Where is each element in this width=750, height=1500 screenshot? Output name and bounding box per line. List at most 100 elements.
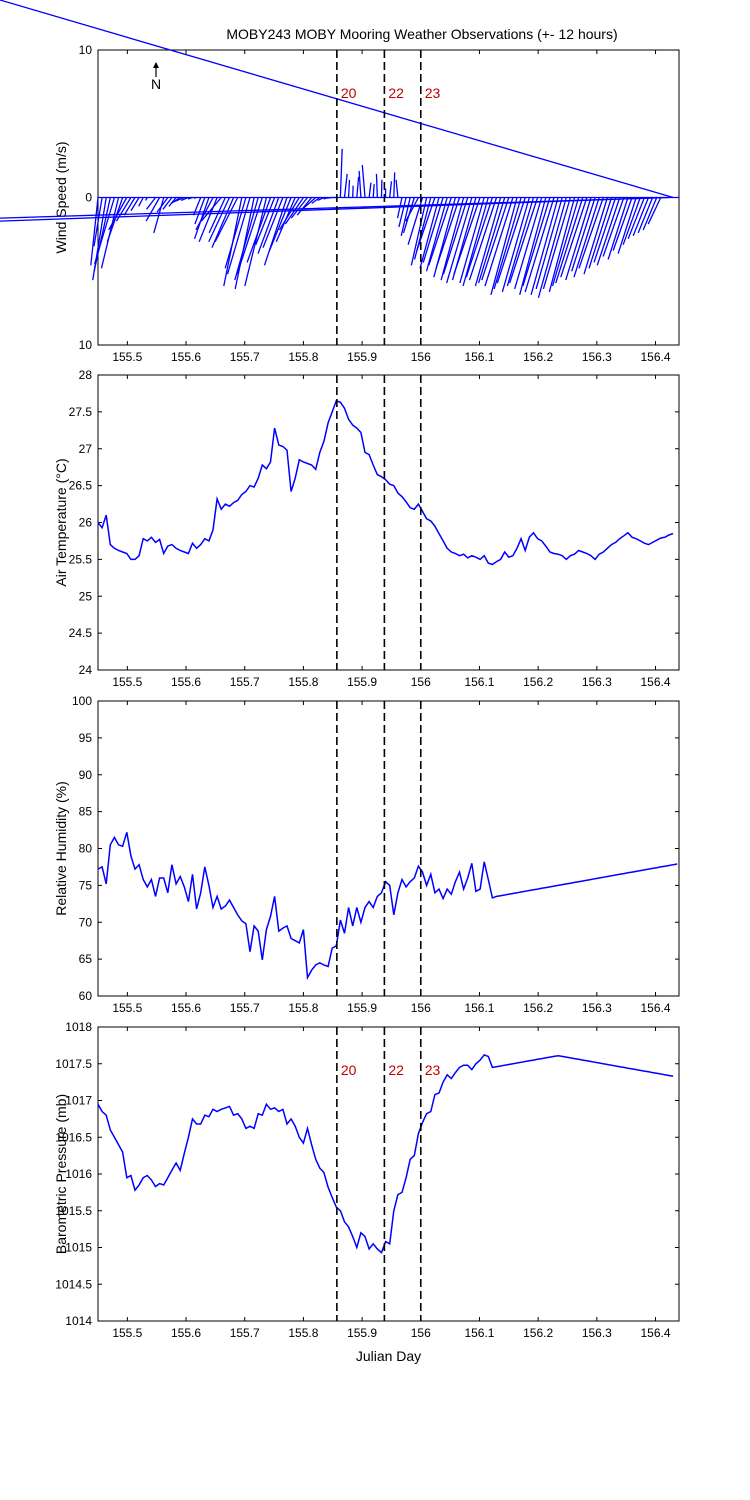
wind-vector (583, 197, 609, 275)
wind-vector (578, 197, 604, 269)
y-tick-label: 1015 (65, 1241, 92, 1255)
wind-vector (632, 197, 650, 237)
wind-vector (548, 197, 576, 293)
wind-vector (453, 197, 481, 275)
y-tick-label: 25.5 (69, 552, 93, 566)
x-tick-label: 156.1 (464, 675, 494, 689)
wind-vector (542, 197, 572, 290)
wind-vector (490, 197, 518, 296)
wind-vector (162, 197, 173, 210)
wind-vector (396, 197, 403, 219)
wind-vector (565, 197, 592, 281)
wind-vector (356, 176, 360, 198)
wind-vector (393, 172, 396, 198)
wind-vector (428, 197, 452, 266)
wind-vector (94, 197, 116, 265)
figure-title: MOBY243 MOBY Mooring Weather Observation… (226, 26, 617, 42)
x-tick-label: 155.7 (230, 350, 260, 364)
wind-vector (442, 197, 469, 275)
x-tick-label: 155.6 (171, 675, 201, 689)
y-tick-label: 70 (79, 915, 93, 929)
x-tick-label: 155.7 (230, 1326, 260, 1340)
wind-vector (180, 196, 189, 202)
x-tick-label: 155.6 (171, 1326, 201, 1340)
y-tick-label: 1018 (65, 1020, 92, 1034)
y-tick-label: 1014 (65, 1314, 92, 1328)
x-tick-label: 156.3 (582, 1326, 612, 1340)
wind-vector (301, 197, 317, 210)
x-tick-label: 155.9 (347, 675, 377, 689)
wind-vector (339, 148, 343, 198)
panel-1: 155.5 155.6 155.7 155.8 155.9 156 156.1 156.2 15… (0, 0, 680, 364)
wind-vector (278, 197, 300, 231)
wind-vector (130, 197, 140, 212)
y-axis-label: Air Temperature (°C) (53, 458, 69, 586)
wind-vector (530, 197, 559, 296)
wind-vector (459, 197, 485, 284)
north-arrow-icon (153, 62, 159, 68)
wind-vector (255, 197, 276, 245)
wind-vector (368, 182, 372, 198)
wind-vector (440, 197, 465, 281)
x-tick-label: 156.4 (641, 1326, 671, 1340)
wind-vector (612, 197, 633, 251)
panel-2: 155.5 155.6 155.7 155.8 155.9 156 156.1 156.2 15… (53, 368, 680, 689)
wind-vector (347, 179, 351, 198)
x-tick-label: 155.7 (230, 1001, 260, 1015)
wind-vector (535, 197, 563, 290)
wind-vector (173, 196, 185, 203)
y-tick-label: 10 (79, 338, 93, 352)
y-axis-label: Relative Humidity (%) (53, 781, 69, 916)
x-tick-label: 156.1 (464, 350, 494, 364)
wind-vector (637, 197, 654, 234)
wind-vector (484, 197, 514, 287)
wind-vector (617, 197, 637, 254)
x-tick-label: 156.2 (523, 675, 553, 689)
y-tick-label: 80 (79, 842, 93, 856)
wind-vector (198, 197, 218, 242)
wind-vector (419, 197, 440, 269)
wind-vector (560, 197, 588, 278)
wind-vector (474, 197, 502, 287)
wind-vector (257, 197, 280, 254)
x-tick-label: 156.3 (582, 675, 612, 689)
series-line (97, 832, 678, 981)
wind-vector (375, 173, 378, 198)
wind-vector (93, 197, 111, 272)
series-line (97, 399, 674, 566)
wind-vector (551, 197, 580, 287)
panel-4: 155.5 155.6 155.7 155.8 155.9 156 156.1 156.2 15… (53, 1020, 680, 1364)
x-tick-label: 156.1 (464, 1326, 494, 1340)
wind-vector (361, 164, 366, 198)
wind-vector (410, 197, 428, 266)
wind-vector (224, 197, 247, 269)
x-tick-label: 156.3 (582, 350, 612, 364)
wind-vector (481, 197, 510, 281)
y-tick-label: 27 (79, 442, 93, 456)
x-axis-label: Julian Day (356, 1348, 421, 1364)
wind-vector (519, 197, 547, 296)
wind-vector (234, 197, 259, 281)
x-tick-label: 155.5 (112, 1326, 142, 1340)
wind-vector (573, 197, 600, 278)
y-tick-label: 1016 (65, 1167, 92, 1181)
wind-vector (317, 196, 325, 202)
x-tick-label: 156.2 (523, 350, 553, 364)
wind-vector (193, 196, 197, 199)
y-tick-label: 65 (79, 952, 93, 966)
wind-vector (296, 197, 313, 216)
x-tick-label: 155.7 (230, 675, 260, 689)
wind-vector (524, 197, 555, 293)
plot-frame (97, 700, 680, 997)
wind-vector (468, 197, 498, 281)
wind-vector (425, 197, 448, 272)
x-tick-label: 156.1 (464, 1001, 494, 1015)
y-axis-label: Barometric Pressure (mb) (53, 1094, 69, 1254)
y-tick-label: 1017.5 (55, 1057, 92, 1071)
y-tick-label: 24 (79, 663, 93, 677)
wind-vector (208, 197, 231, 243)
event-marker-label: 20 (341, 85, 357, 101)
wind-vector (262, 197, 284, 248)
wind-vector (214, 197, 239, 243)
wind-vector (93, 197, 103, 247)
